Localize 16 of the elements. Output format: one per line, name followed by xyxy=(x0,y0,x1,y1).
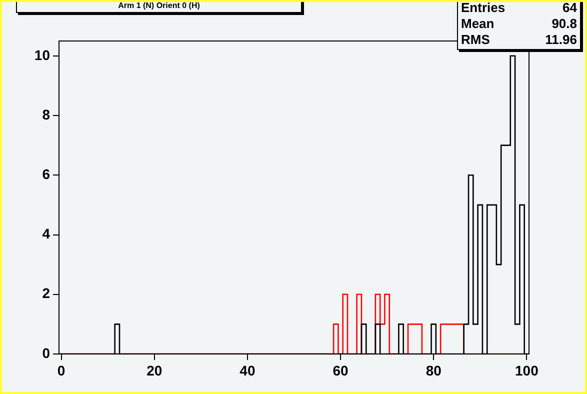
y-tick-label: 6 xyxy=(42,166,50,182)
y-tick-label: 10 xyxy=(34,46,50,63)
x-tick-label: 20 xyxy=(146,362,162,378)
x-tick-label: 80 xyxy=(426,362,442,378)
y-tick-label: 8 xyxy=(42,106,50,122)
y-tick-label: 2 xyxy=(42,285,50,302)
x-tick-label: 60 xyxy=(332,362,349,378)
chart-title: Arm 1 (N) Orient 0 (H) xyxy=(16,0,302,13)
x-tick-label: 0 xyxy=(57,362,66,378)
text: RMS 11.96 xyxy=(461,32,577,47)
y-tick-label: 4 xyxy=(42,226,50,242)
text: Mean 90.8 xyxy=(461,16,577,31)
text: Entries 64 xyxy=(461,1,577,15)
x-tick-label: 40 xyxy=(240,362,256,378)
x-tick-label: 100 xyxy=(514,362,539,378)
y-tick-label: 0 xyxy=(42,344,50,361)
